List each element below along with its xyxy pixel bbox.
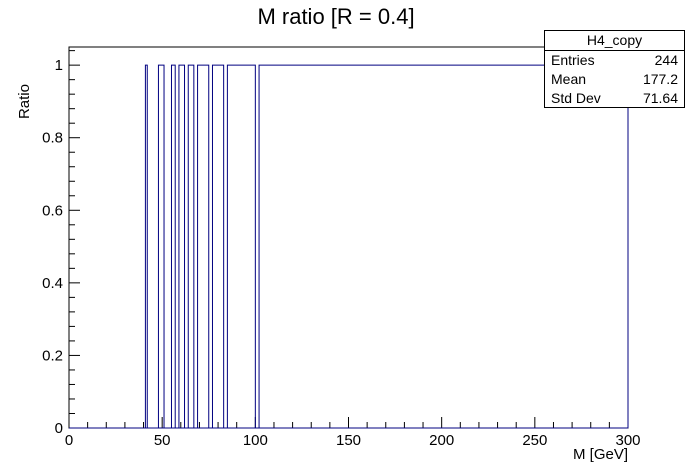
axis-ticks: 0 50 100 150 200 250 300 0 0.2 0.4 0.6 0.8 1 <box>42 50 641 449</box>
stats-mean-row: Mean 177.2 <box>545 70 684 89</box>
histogram-bin <box>197 64 210 428</box>
stats-entries-label: Entries <box>551 52 595 68</box>
histogram-bin <box>170 64 176 428</box>
stats-box: H4_copy Entries 244 Mean 177.2 Std Dev 7… <box>544 30 685 108</box>
y-axis-label: Ratio <box>16 84 33 119</box>
y-tick-label: 0.6 <box>42 202 63 219</box>
y-tick-label: 1 <box>55 57 63 74</box>
x-tick-label: 50 <box>154 432 171 449</box>
y-tick-label: 0.4 <box>42 275 63 292</box>
histogram-bin <box>178 64 186 428</box>
stats-mean-label: Mean <box>551 71 587 87</box>
x-tick-label: 200 <box>429 432 454 449</box>
histogram-bin <box>211 64 225 428</box>
x-tick-label: 0 <box>65 432 73 449</box>
stats-entries-value: 244 <box>654 52 678 68</box>
stats-mean-value: 177.2 <box>642 71 678 87</box>
stats-std-value: 71.64 <box>642 90 678 106</box>
chart-title: M ratio [R = 0.4] <box>257 4 414 29</box>
histogram-bin <box>144 64 148 428</box>
x-tick-label: 150 <box>336 432 361 449</box>
histogram-bin <box>157 64 165 428</box>
x-axis-label: M [GeV] <box>573 446 628 463</box>
histogram-bin <box>258 64 629 428</box>
stats-std-row: Std Dev 71.64 <box>545 89 684 108</box>
histogram-bins <box>69 64 629 429</box>
x-tick-label: 300 <box>615 432 640 449</box>
histogram-bin <box>226 64 256 428</box>
y-tick-label: 0.8 <box>42 130 63 147</box>
stats-entries-row: Entries 244 <box>545 51 684 70</box>
stats-title: H4_copy <box>545 31 684 51</box>
y-tick-label: 0.2 <box>42 347 63 364</box>
histogram-bin <box>187 64 195 428</box>
stats-std-label: Std Dev <box>551 90 601 106</box>
x-tick-label: 100 <box>243 432 268 449</box>
x-tick-label: 250 <box>522 432 547 449</box>
y-tick-label: 0 <box>55 420 63 437</box>
